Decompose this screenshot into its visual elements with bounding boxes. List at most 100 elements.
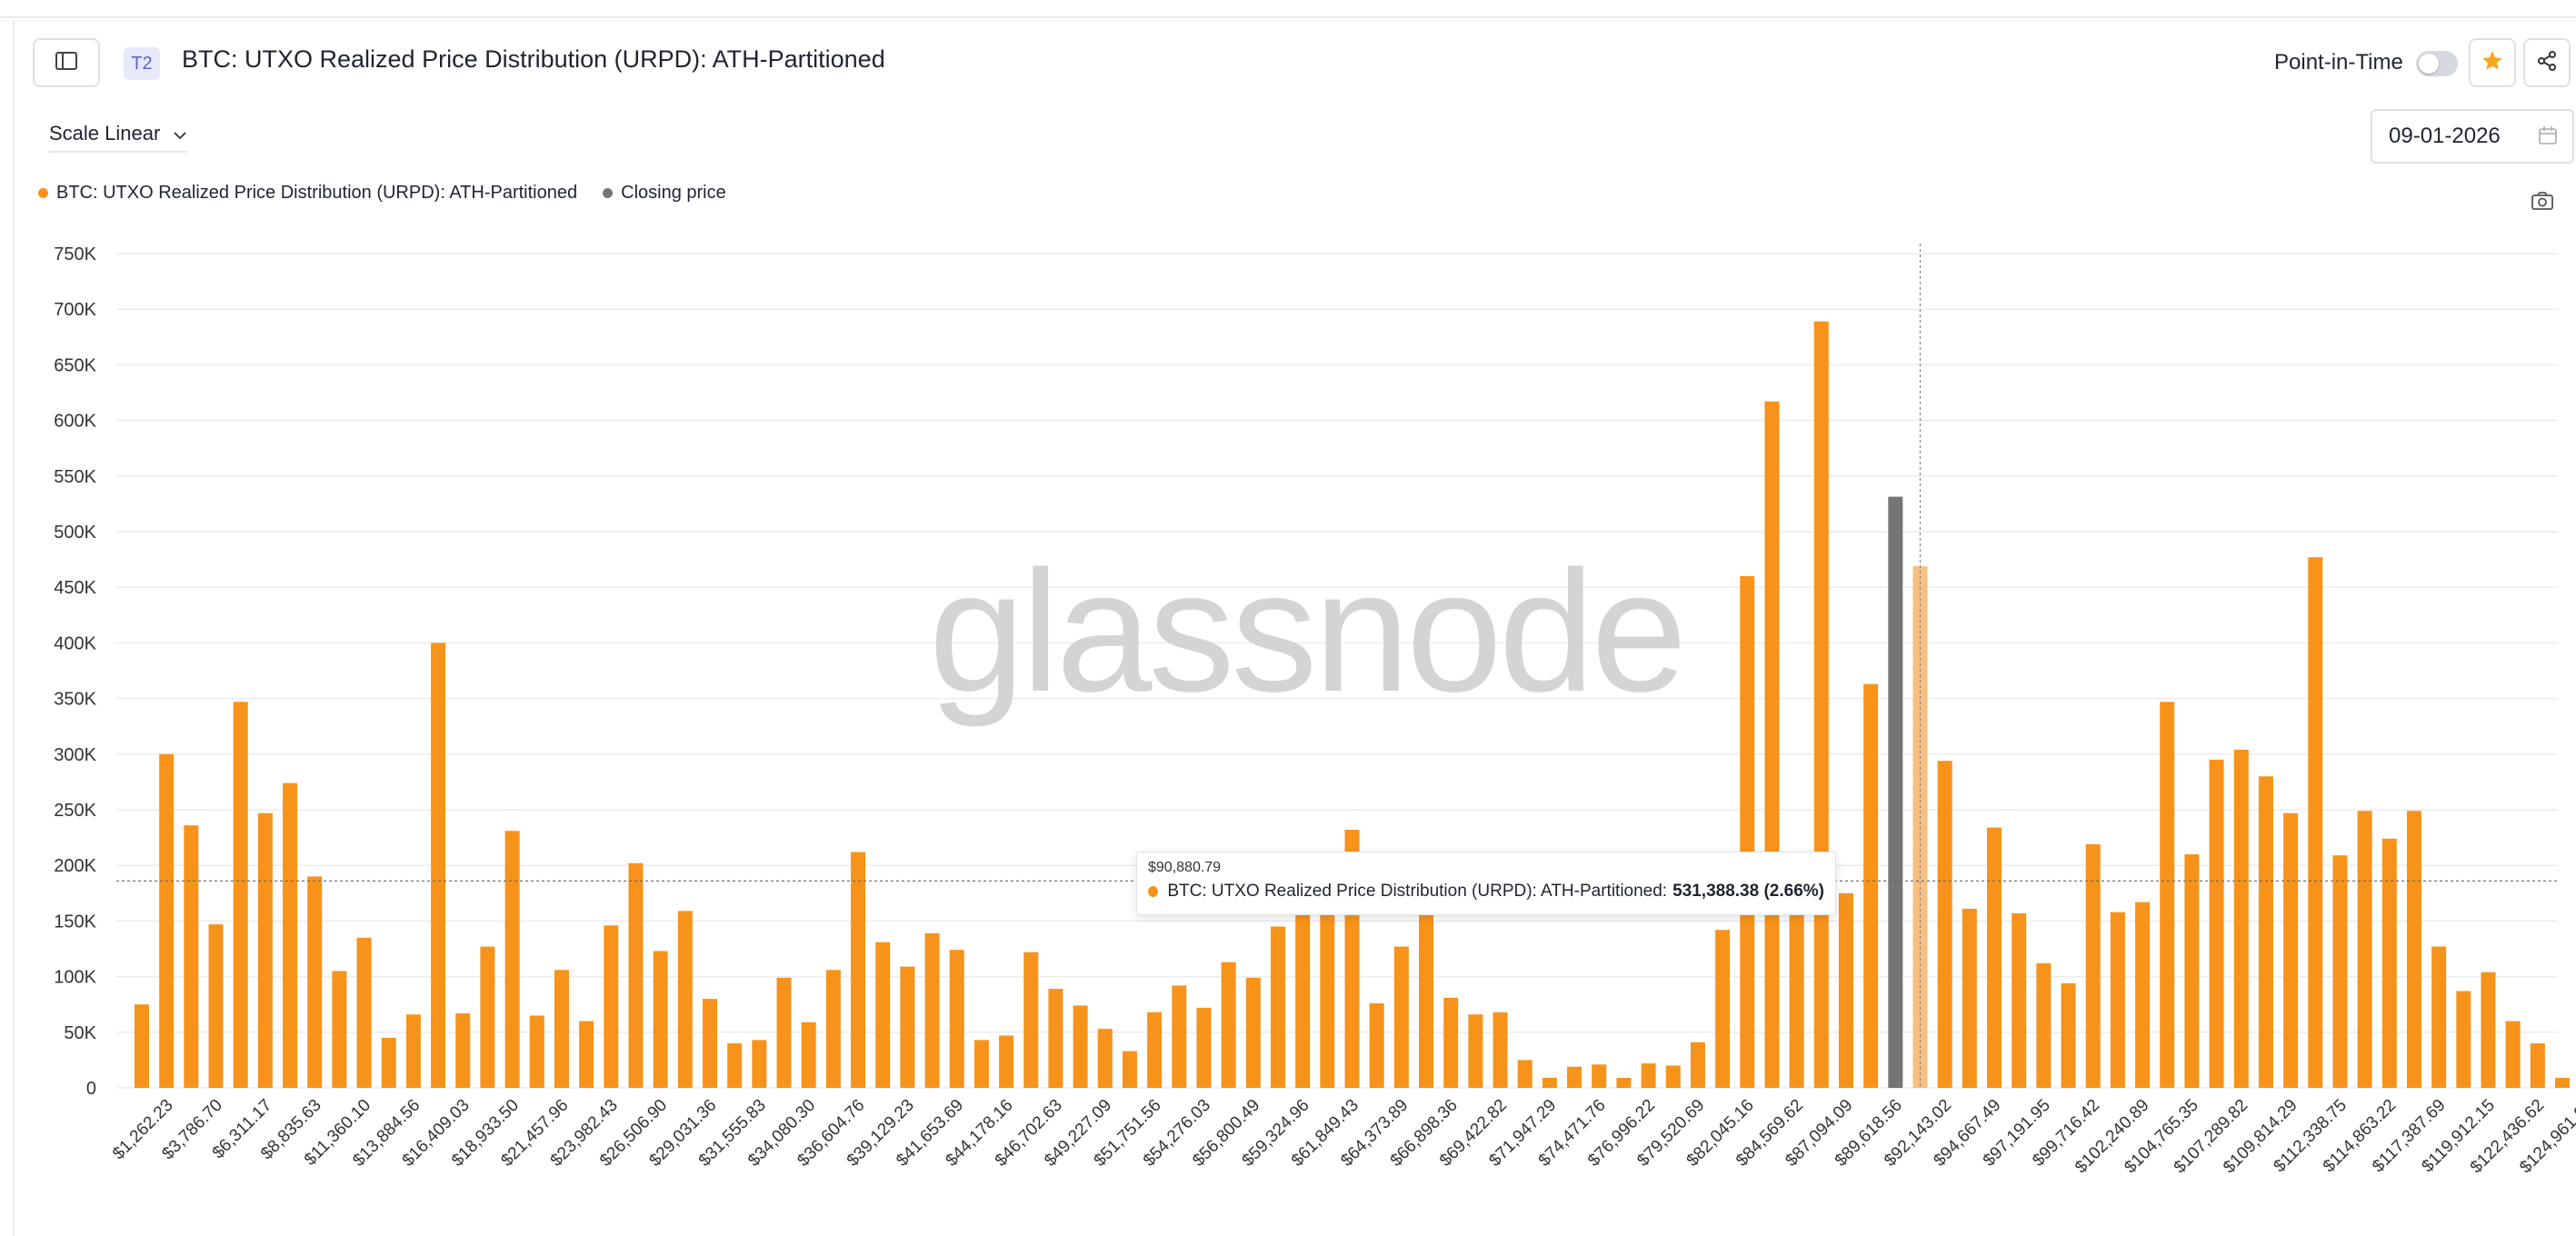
bar[interactable] <box>900 966 915 1088</box>
bar[interactable] <box>529 1015 544 1088</box>
bar[interactable] <box>1912 565 1928 1088</box>
bar[interactable] <box>554 970 569 1088</box>
bar[interactable] <box>752 1040 767 1088</box>
bar[interactable] <box>973 1040 989 1088</box>
bar[interactable] <box>579 1021 594 1088</box>
bar[interactable] <box>2406 811 2421 1088</box>
point-in-time-toggle[interactable] <box>2416 51 2458 76</box>
bar[interactable] <box>1196 1007 1212 1088</box>
bar[interactable] <box>1517 1060 1533 1088</box>
bar[interactable] <box>455 1012 471 1088</box>
bar[interactable] <box>135 1004 149 1088</box>
bar[interactable] <box>702 999 717 1088</box>
bar[interactable] <box>1616 1077 1632 1088</box>
bar[interactable] <box>653 951 668 1088</box>
bar[interactable] <box>1641 1063 1656 1088</box>
bar[interactable] <box>2530 1043 2545 1088</box>
bar[interactable] <box>1962 908 1977 1088</box>
bar[interactable] <box>2160 702 2175 1088</box>
bar[interactable] <box>2505 1021 2521 1088</box>
bar[interactable] <box>604 925 619 1088</box>
bar[interactable] <box>2481 972 2496 1088</box>
bar[interactable] <box>1987 827 2002 1088</box>
bar[interactable] <box>1221 962 1236 1088</box>
bar[interactable] <box>1863 683 1879 1088</box>
legend-item-urpd[interactable]: BTC: UTXO Realized Price Distribution (U… <box>38 183 577 204</box>
bar[interactable] <box>184 825 199 1088</box>
bar[interactable] <box>2332 855 2348 1088</box>
share-button[interactable] <box>2523 38 2571 87</box>
bar[interactable] <box>949 950 964 1088</box>
bar[interactable] <box>727 1043 743 1088</box>
bar[interactable] <box>332 971 347 1088</box>
bar[interactable] <box>2012 912 2027 1088</box>
bar[interactable] <box>2184 853 2200 1088</box>
bar[interactable] <box>1764 401 1780 1088</box>
bar[interactable] <box>283 782 298 1088</box>
bar[interactable] <box>1468 1014 1483 1088</box>
bar[interactable] <box>1122 1051 1137 1088</box>
favorite-button[interactable] <box>2469 38 2516 87</box>
snapshot-button[interactable] <box>2531 191 2554 215</box>
bar[interactable] <box>2061 982 2076 1088</box>
bar[interactable] <box>2085 843 2101 1088</box>
bar[interactable] <box>1097 1029 1113 1088</box>
bar[interactable] <box>2036 962 2052 1088</box>
bar[interactable] <box>1048 989 1063 1088</box>
bar[interactable] <box>1715 930 1731 1088</box>
bar[interactable] <box>208 924 224 1088</box>
bar[interactable] <box>2456 991 2471 1088</box>
sidebar-toggle-button[interactable] <box>33 38 100 87</box>
bar[interactable] <box>1073 1005 1088 1088</box>
bar[interactable] <box>381 1037 396 1088</box>
bar[interactable] <box>1245 977 1261 1088</box>
bar[interactable] <box>851 852 866 1088</box>
scale-select[interactable]: Scale Linear <box>49 122 187 145</box>
bar[interactable] <box>1937 761 1952 1088</box>
bar[interactable] <box>1838 892 1853 1088</box>
bar[interactable] <box>2381 838 2397 1088</box>
bar[interactable] <box>999 1035 1014 1088</box>
bar[interactable] <box>1443 997 1459 1088</box>
bar[interactable] <box>1147 1012 1163 1088</box>
bar[interactable] <box>1888 496 1903 1088</box>
bar[interactable] <box>1542 1077 1557 1088</box>
bar[interactable] <box>776 977 792 1088</box>
bar[interactable] <box>2135 902 2151 1088</box>
bar[interactable] <box>2258 776 2273 1088</box>
bar[interactable] <box>504 831 520 1088</box>
bar[interactable] <box>801 1022 816 1088</box>
bar[interactable] <box>233 702 248 1088</box>
bar[interactable] <box>480 946 495 1088</box>
bar[interactable] <box>1740 575 1755 1088</box>
bar[interactable] <box>1270 926 1285 1088</box>
bar[interactable] <box>1419 910 1434 1088</box>
bar[interactable] <box>257 812 273 1088</box>
bar[interactable] <box>2308 557 2323 1088</box>
bar[interactable] <box>1172 985 1187 1088</box>
bar[interactable] <box>1567 1066 1583 1088</box>
bar[interactable] <box>159 753 175 1088</box>
bar[interactable] <box>1665 1065 1681 1088</box>
bar[interactable] <box>677 911 693 1088</box>
bar[interactable] <box>1813 321 1829 1088</box>
bar[interactable] <box>307 876 323 1088</box>
bar[interactable] <box>825 970 841 1088</box>
urpd-bar-chart[interactable]: 0 50K 100K 150K 200K 250K 300K 350K 400K 450K 500K… <box>0 227 2576 1236</box>
bar[interactable] <box>1592 1064 1607 1088</box>
date-picker[interactable]: 09-01-2026 <box>2371 109 2574 164</box>
bar[interactable] <box>431 643 446 1088</box>
bar[interactable] <box>924 932 940 1088</box>
bar[interactable] <box>2209 759 2224 1088</box>
bar[interactable] <box>1369 1002 1384 1088</box>
bar[interactable] <box>2431 946 2447 1088</box>
bar[interactable] <box>1320 892 1335 1088</box>
bar[interactable] <box>1295 898 1311 1088</box>
legend-item-closing-price[interactable]: Closing price <box>603 183 726 204</box>
bar[interactable] <box>2555 1077 2570 1088</box>
bar[interactable] <box>405 1014 421 1088</box>
bar[interactable] <box>875 942 891 1088</box>
bar[interactable] <box>1690 1042 1705 1088</box>
bar[interactable] <box>628 862 644 1088</box>
bar[interactable] <box>2283 812 2299 1088</box>
